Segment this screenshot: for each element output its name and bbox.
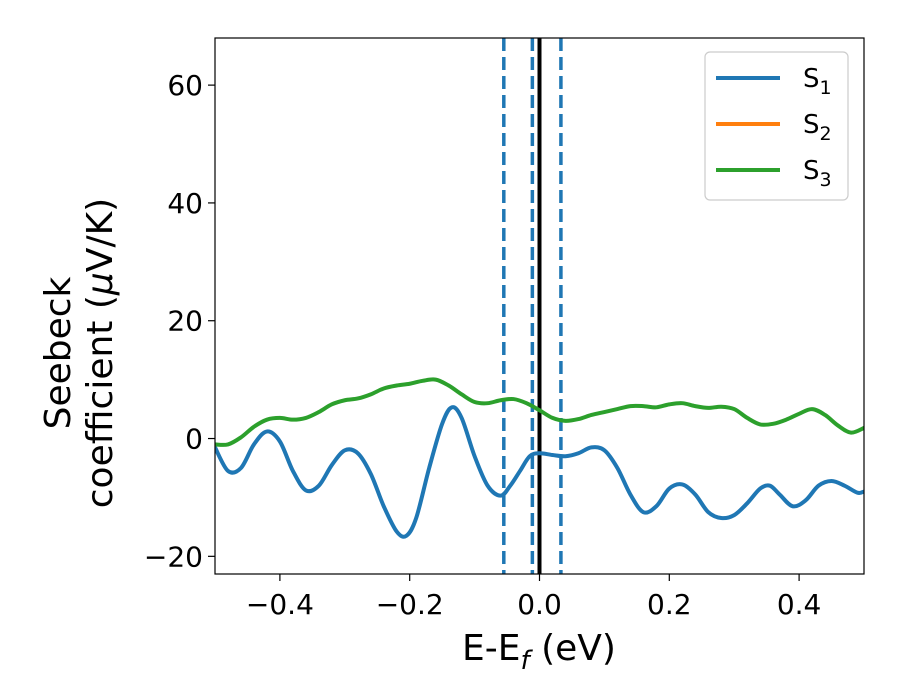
x-axis-ticks: −0.4 −0.2 0.0 0.2 0.4 — [246, 574, 821, 621]
series-line-s1 — [215, 405, 864, 539]
legend-label-s2: S2 — [803, 110, 832, 145]
y-tick-label: 0 — [185, 423, 203, 456]
y-tick-label: 20 — [167, 305, 203, 338]
x-tick-label: 0.0 — [517, 588, 562, 621]
series-line-s3 — [215, 377, 864, 447]
y-tick-label: 40 — [167, 187, 203, 220]
legend-label-s3: S3 — [803, 156, 832, 191]
x-tick-label: −0.2 — [376, 588, 444, 621]
legend: S1 S2 S3 — [704, 51, 849, 201]
series-lines — [215, 377, 864, 539]
reference-lines — [502, 38, 563, 574]
x-axis-title: E-Ef (eV) — [462, 628, 616, 676]
y-axis-title-line2: coefficient (μV/K) — [80, 198, 121, 508]
y-axis-title: Seebeck coefficient (μV/K) — [38, 198, 121, 508]
y-tick-label: −20 — [144, 540, 203, 573]
y-tick-label: 60 — [167, 69, 203, 102]
legend-label-s1: S1 — [803, 64, 832, 99]
x-tick-label: 0.2 — [647, 588, 692, 621]
x-tick-label: 0.4 — [777, 588, 822, 621]
y-axis-title-line1: Seebeck — [38, 276, 79, 429]
y-axis-ticks: −20 0 20 40 60 — [144, 69, 215, 573]
x-tick-label: −0.4 — [246, 588, 314, 621]
